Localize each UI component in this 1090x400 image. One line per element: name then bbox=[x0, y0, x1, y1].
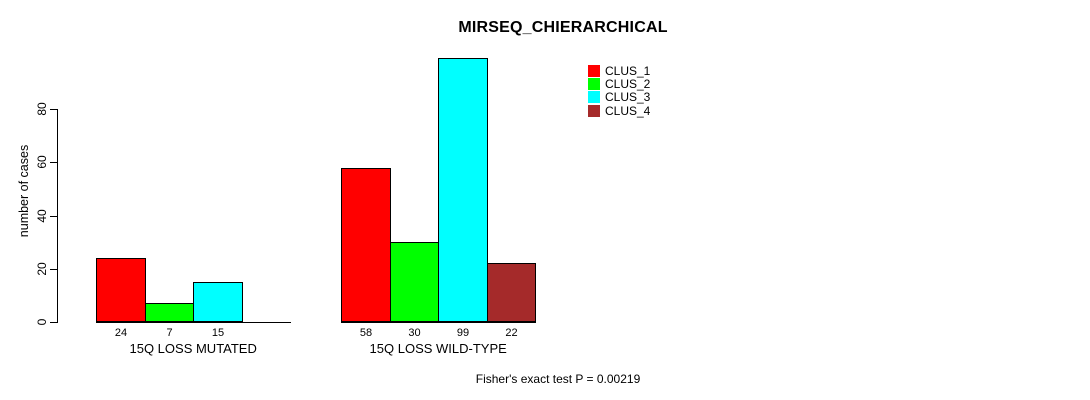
bar-clus_1-group2 bbox=[341, 168, 391, 322]
group-label: 15Q LOSS WILD-TYPE bbox=[369, 341, 507, 356]
y-axis-tick-label: 0 bbox=[35, 318, 49, 326]
bar-value-label: 22 bbox=[505, 327, 518, 339]
bar-clus_2-group2 bbox=[390, 242, 439, 322]
bar-clus_2-group1 bbox=[145, 303, 194, 322]
bar-value-label: 15 bbox=[211, 327, 225, 339]
legend-label: CLUS_3 bbox=[605, 90, 651, 105]
y-axis-tick-label: 60 bbox=[35, 155, 49, 169]
bar-value-label: 7 bbox=[166, 327, 173, 339]
group-baseline bbox=[96, 322, 291, 323]
chart-title: MIRSEQ_CHIERARCHICAL bbox=[458, 19, 668, 36]
legend-label: CLUS_2 bbox=[605, 76, 651, 91]
legend-swatch-clus_1 bbox=[588, 64, 600, 77]
y-axis-tick-label: 40 bbox=[35, 209, 49, 223]
group-label: 15Q LOSS MUTATED bbox=[129, 341, 257, 356]
bar-value-label: 30 bbox=[408, 327, 421, 339]
bar-clus_4-group2 bbox=[487, 263, 536, 322]
y-axis-tick bbox=[50, 109, 57, 110]
legend-row: CLUS_1 bbox=[588, 64, 650, 77]
bar-value-label: 99 bbox=[456, 327, 470, 339]
legend-row: CLUS_2 bbox=[588, 77, 650, 90]
bar-value-label: 24 bbox=[114, 327, 128, 339]
bar-clus_3-group1 bbox=[193, 282, 243, 322]
y-axis-tick-label: 80 bbox=[35, 102, 49, 116]
legend-swatch-clus_3 bbox=[588, 91, 600, 104]
y-axis-line bbox=[57, 109, 58, 323]
y-axis-title: number of cases bbox=[17, 144, 31, 238]
annotation-text: Fisher's exact test P = 0.00219 bbox=[475, 372, 641, 386]
y-axis-tick bbox=[50, 322, 57, 323]
y-axis-tick bbox=[50, 162, 57, 163]
legend-label: CLUS_4 bbox=[605, 103, 651, 118]
legend: CLUS_1 CLUS_2 CLUS_3 CLUS_4 bbox=[588, 64, 650, 117]
legend-row: CLUS_3 bbox=[588, 91, 650, 104]
y-axis-tick-label: 20 bbox=[35, 262, 49, 276]
y-axis-tick bbox=[50, 216, 57, 217]
legend-swatch-clus_4 bbox=[588, 104, 600, 117]
bar-clus_1-group1 bbox=[96, 258, 146, 322]
legend-swatch-clus_2 bbox=[588, 77, 600, 90]
y-axis-tick bbox=[50, 269, 57, 270]
bar-value-label: 58 bbox=[359, 327, 373, 339]
legend-label: CLUS_1 bbox=[605, 63, 651, 78]
group-baseline bbox=[341, 322, 536, 323]
bar-clus_3-group2 bbox=[438, 58, 488, 322]
legend-row: CLUS_4 bbox=[588, 104, 650, 117]
